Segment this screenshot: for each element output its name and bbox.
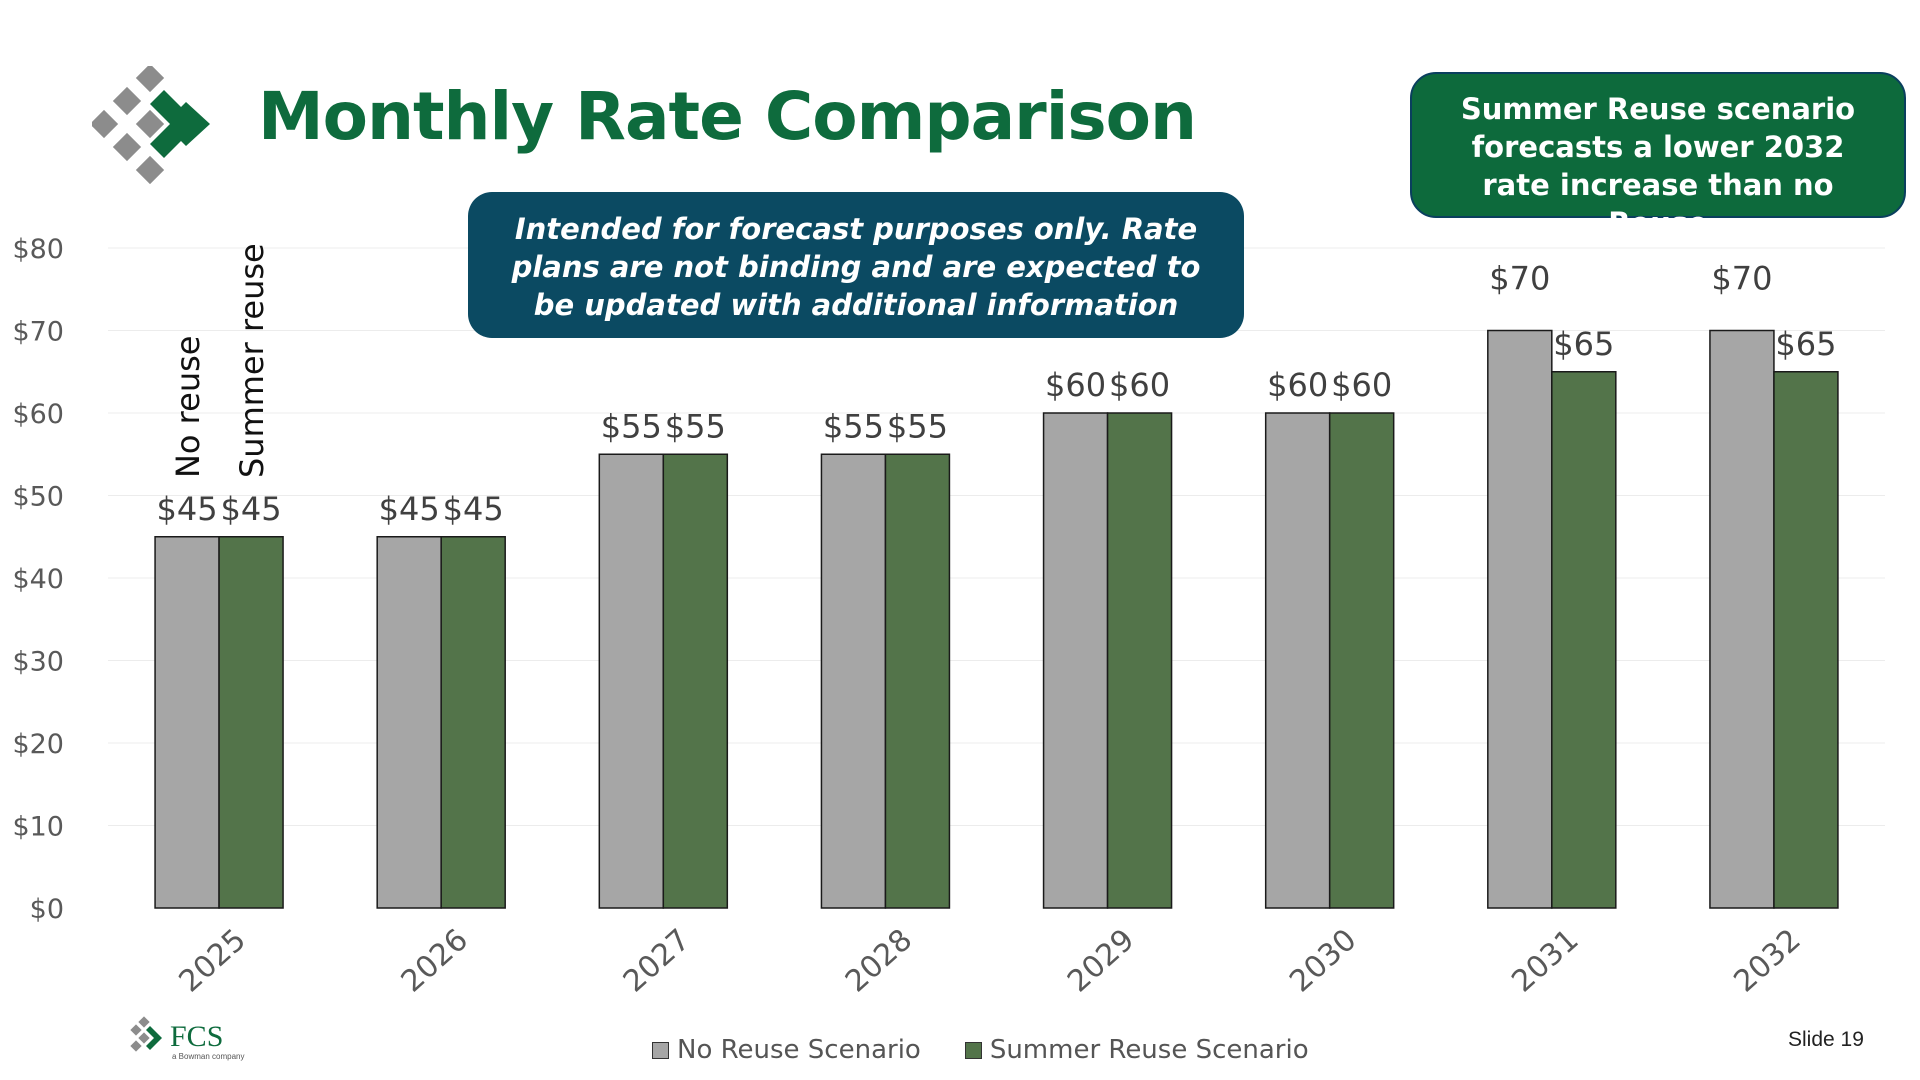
- y-tick-label: $40: [12, 564, 64, 595]
- bar-summer-reuse: [1106, 412, 1173, 909]
- legend-item-summer-reuse: Summer Reuse Scenario: [964, 1035, 1309, 1065]
- data-label: $55: [887, 407, 948, 445]
- y-tick-label: $80: [12, 234, 64, 265]
- y-tick-label: $50: [12, 482, 64, 513]
- legend-swatch-no-reuse: [652, 1041, 669, 1059]
- data-label: $70: [1711, 260, 1772, 298]
- bar-summer-reuse: [1773, 371, 1839, 909]
- data-label: $55: [601, 407, 662, 445]
- chart-legend: No Reuse Scenario Summer Reuse Scenario: [652, 1034, 1309, 1066]
- bar-summer-reuse: [884, 453, 951, 909]
- x-tick-label: 2027: [617, 922, 697, 999]
- y-tick-label: $60: [12, 399, 64, 430]
- bar-no-reuse: [154, 536, 220, 909]
- y-tick-label: $20: [12, 729, 64, 760]
- x-tick-label: 2032: [1727, 922, 1807, 999]
- legend-label-summer-reuse: Summer Reuse Scenario: [989, 1035, 1309, 1065]
- bar-no-reuse: [1487, 329, 1553, 909]
- bar-no-reuse: [1042, 412, 1109, 909]
- bar-summer-reuse: [218, 536, 284, 909]
- data-label: $45: [221, 490, 282, 528]
- bar-no-reuse: [1264, 412, 1331, 909]
- data-label: $45: [157, 490, 218, 528]
- bar-summer-reuse: [1551, 371, 1617, 909]
- data-label: $60: [1267, 366, 1328, 404]
- x-tick-label: 2025: [173, 922, 253, 999]
- slide-number: Slide 19: [1788, 1028, 1864, 1051]
- bar-annotation: Summer reuse: [233, 243, 271, 478]
- bar-summer-reuse: [440, 536, 506, 909]
- data-label: $60: [1109, 366, 1170, 404]
- data-label: $45: [379, 490, 440, 528]
- fcs-logo-text: FCS: [170, 1020, 223, 1053]
- bar-no-reuse: [376, 536, 442, 909]
- legend-label-no-reuse: No Reuse Scenario: [677, 1035, 921, 1065]
- fcs-logo-subtext: a Bowman company: [172, 1052, 244, 1061]
- bar-no-reuse: [820, 453, 887, 909]
- x-tick-label: 2028: [839, 922, 919, 999]
- summer-reuse-callout: Summer Reuse scenario forecasts a lower …: [1410, 72, 1906, 240]
- data-label: $60: [1045, 366, 1106, 404]
- data-label: $70: [1489, 260, 1550, 298]
- data-label: $55: [823, 407, 884, 445]
- y-tick-label: $0: [30, 894, 64, 925]
- y-tick-label: $10: [12, 812, 64, 843]
- legend-item-no-reuse: No Reuse Scenario: [652, 1035, 921, 1065]
- data-label: $65: [1553, 325, 1614, 363]
- data-label: $55: [665, 407, 726, 445]
- diamond-logo-icon: [92, 66, 210, 184]
- bar-no-reuse: [598, 453, 665, 909]
- data-label: $60: [1331, 366, 1392, 404]
- fcs-company-logo: FCS a Bowman company: [130, 1016, 244, 1061]
- bar-no-reuse: [1709, 329, 1775, 909]
- page-title: Monthly Rate Comparison: [258, 78, 1197, 155]
- legend-swatch-summer-reuse: [964, 1041, 982, 1059]
- y-tick-label: $70: [12, 317, 64, 348]
- y-tick-label: $30: [12, 647, 64, 678]
- data-label: $65: [1775, 325, 1836, 363]
- x-tick-label: 2030: [1283, 922, 1363, 999]
- forecast-disclaimer-callout: Intended for forecast purposes only. Rat…: [468, 192, 1244, 338]
- bar-summer-reuse: [1328, 412, 1395, 909]
- data-label: $45: [443, 490, 504, 528]
- x-tick-label: 2031: [1505, 922, 1585, 999]
- bar-summer-reuse: [662, 453, 729, 909]
- bar-annotation: No reuse: [169, 336, 207, 478]
- x-tick-label: 2029: [1061, 922, 1141, 999]
- x-tick-label: 2026: [395, 922, 475, 999]
